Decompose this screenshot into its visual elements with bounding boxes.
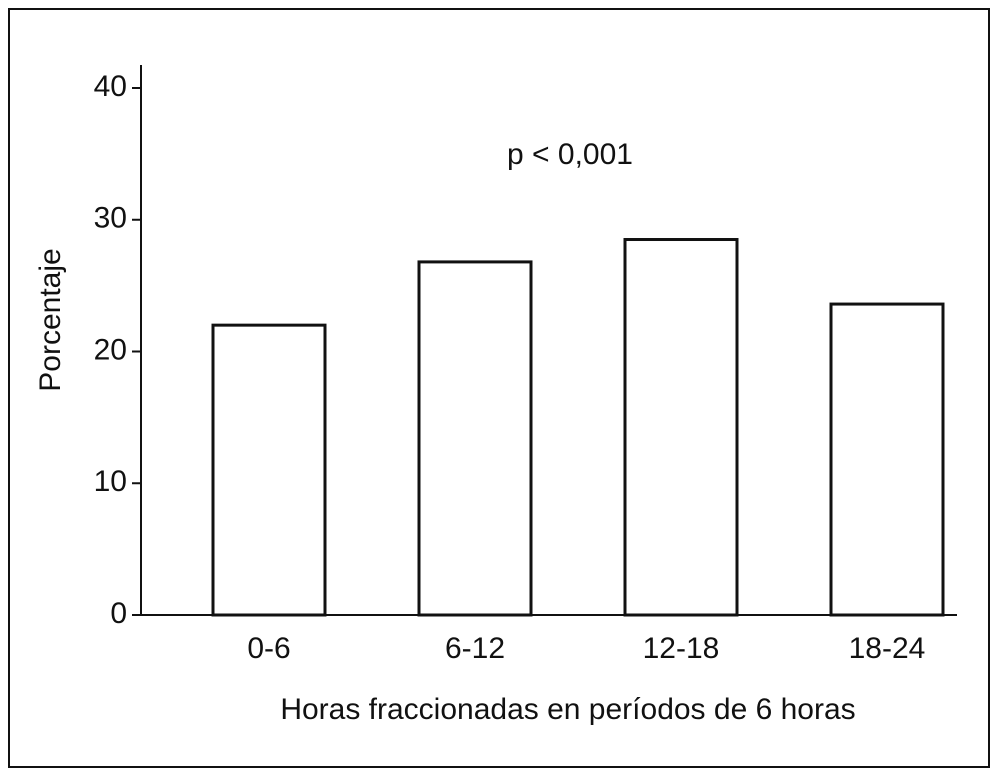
y-axis-label: Porcentaje — [34, 248, 67, 391]
bar — [211, 323, 327, 617]
y-tick-label: 10 — [94, 465, 127, 498]
y-tick-label: 30 — [94, 202, 127, 235]
y-tick-label: 0 — [110, 597, 127, 630]
bar — [623, 238, 739, 617]
bar — [829, 302, 945, 617]
x-tick-label: 0-6 — [247, 632, 290, 665]
bar — [417, 260, 533, 617]
y-tick-label: 40 — [94, 70, 127, 103]
x-tick-label: 18-24 — [849, 632, 926, 665]
x-tick-label: 6-12 — [445, 632, 505, 665]
x-axis-label: Horas fraccionadas en períodos de 6 hora… — [280, 693, 855, 726]
y-tick-label: 20 — [94, 333, 127, 366]
annotation: p < 0,001 — [507, 138, 633, 171]
x-tick-label: 12-18 — [643, 632, 720, 665]
frame — [8, 8, 990, 768]
